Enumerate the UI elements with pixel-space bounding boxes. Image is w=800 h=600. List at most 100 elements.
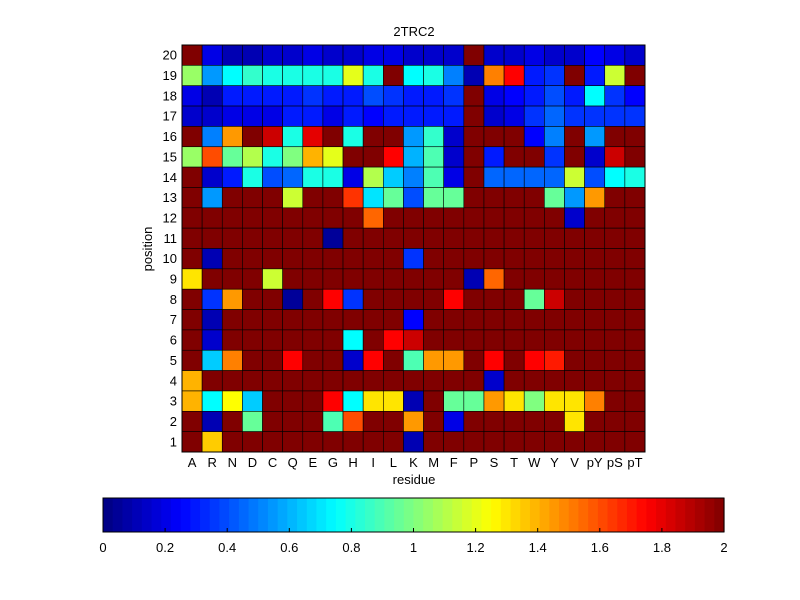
heatmap-cell	[544, 146, 565, 168]
heatmap-cell	[584, 390, 606, 412]
heatmap-cell	[423, 410, 445, 432]
heatmap-cell	[201, 268, 223, 290]
heatmap-cell	[463, 349, 485, 371]
heatmap-cell	[523, 288, 545, 310]
heatmap-cell	[564, 85, 585, 107]
heatmap-cell	[181, 65, 203, 86]
heatmap-cell	[201, 309, 223, 331]
heatmap-cell	[181, 431, 203, 453]
x-tick-label: H	[348, 455, 357, 470]
heatmap-cell	[242, 431, 263, 453]
colorbar-segment	[636, 498, 647, 532]
heatmap-cell	[423, 65, 445, 86]
colorbar-segment	[559, 498, 570, 532]
heatmap-cell	[423, 288, 445, 310]
heatmap-cell	[443, 309, 465, 331]
heatmap-cell	[201, 44, 223, 66]
heatmap-cell	[423, 166, 445, 188]
heatmap-cell	[322, 187, 344, 209]
heatmap-cell	[282, 268, 304, 290]
heatmap-cell	[604, 44, 626, 66]
colorbar-tick-label: 1.6	[591, 540, 609, 555]
heatmap-cell	[282, 65, 304, 86]
heatmap-cell	[262, 187, 283, 209]
heatmap-cell	[322, 248, 344, 270]
x-tick-label: N	[228, 455, 237, 470]
heatmap-cell	[181, 44, 203, 66]
heatmap-cell	[624, 309, 646, 331]
heatmap-cell	[463, 85, 485, 107]
heatmap-cell	[503, 309, 525, 331]
heatmap-cell	[483, 370, 505, 392]
y-tick-label: 16	[163, 129, 177, 144]
heatmap-cell	[262, 44, 283, 66]
heatmap-cell	[604, 370, 626, 392]
heatmap-cell	[181, 390, 203, 412]
heatmap-cell	[544, 105, 565, 127]
heatmap-cell	[322, 349, 344, 371]
y-tick-label: 3	[170, 394, 177, 409]
heatmap-cell	[483, 105, 505, 127]
heatmap-cell	[242, 349, 263, 371]
heatmap-cell	[362, 44, 384, 66]
heatmap-cell	[503, 288, 525, 310]
heatmap-cell	[584, 410, 606, 432]
heatmap-cell	[604, 85, 626, 107]
heatmap-cell	[584, 146, 606, 168]
heatmap-cell	[342, 44, 364, 66]
heatmap-cell	[544, 268, 565, 290]
heatmap-cell	[382, 248, 404, 270]
heatmap-cell	[302, 65, 324, 86]
heatmap-cell	[463, 166, 485, 188]
x-tick-label: T	[510, 455, 518, 470]
heatmap-cell	[564, 248, 585, 270]
heatmap-cell	[221, 268, 243, 290]
heatmap-cell	[221, 288, 243, 310]
heatmap-cell	[403, 309, 424, 331]
heatmap-cell	[342, 370, 364, 392]
heatmap-cell	[403, 146, 424, 168]
heatmap-cell	[302, 166, 324, 188]
colorbar-segment	[190, 498, 201, 532]
heatmap-cell	[302, 187, 324, 209]
heatmap-cell	[544, 65, 565, 86]
heatmap-cell	[604, 166, 626, 188]
heatmap-cell	[544, 248, 565, 270]
heatmap-cell	[282, 431, 304, 453]
colorbar-segment	[277, 498, 288, 532]
heatmap-cell	[564, 187, 585, 209]
heatmap-cell	[382, 227, 404, 249]
heatmap-cell	[483, 329, 505, 351]
heatmap-cell	[564, 227, 585, 249]
heatmap-cell	[443, 227, 465, 249]
heatmap-cell	[282, 207, 304, 229]
heatmap-cell	[403, 187, 424, 209]
heatmap-cell	[503, 65, 525, 86]
heatmap-cell	[382, 431, 404, 453]
heatmap-cell	[221, 207, 243, 229]
heatmap-cell	[544, 288, 565, 310]
x-tick-label: W	[528, 455, 541, 470]
heatmap-cell	[544, 370, 565, 392]
heatmap-cell	[262, 370, 283, 392]
heatmap-cell	[362, 268, 384, 290]
heatmap-cell	[423, 105, 445, 127]
heatmap-cell	[382, 85, 404, 107]
heatmap-cell	[503, 187, 525, 209]
colorbar-segment	[607, 498, 618, 532]
heatmap-cell	[624, 329, 646, 351]
heatmap-cell	[322, 410, 344, 432]
heatmap-cell	[362, 329, 384, 351]
heatmap-cell	[403, 268, 424, 290]
heatmap-cell	[403, 370, 424, 392]
heatmap-cell	[544, 187, 565, 209]
heatmap-cell	[483, 207, 505, 229]
heatmap-cell	[483, 410, 505, 432]
heatmap-cell	[342, 349, 364, 371]
heatmap-cell	[382, 390, 404, 412]
heatmap-cell	[342, 126, 364, 148]
colorbar-tick-label: 1.4	[529, 540, 547, 555]
y-tick-label: 4	[170, 373, 177, 388]
y-tick-label: 8	[170, 292, 177, 307]
heatmap-cell	[564, 207, 585, 229]
